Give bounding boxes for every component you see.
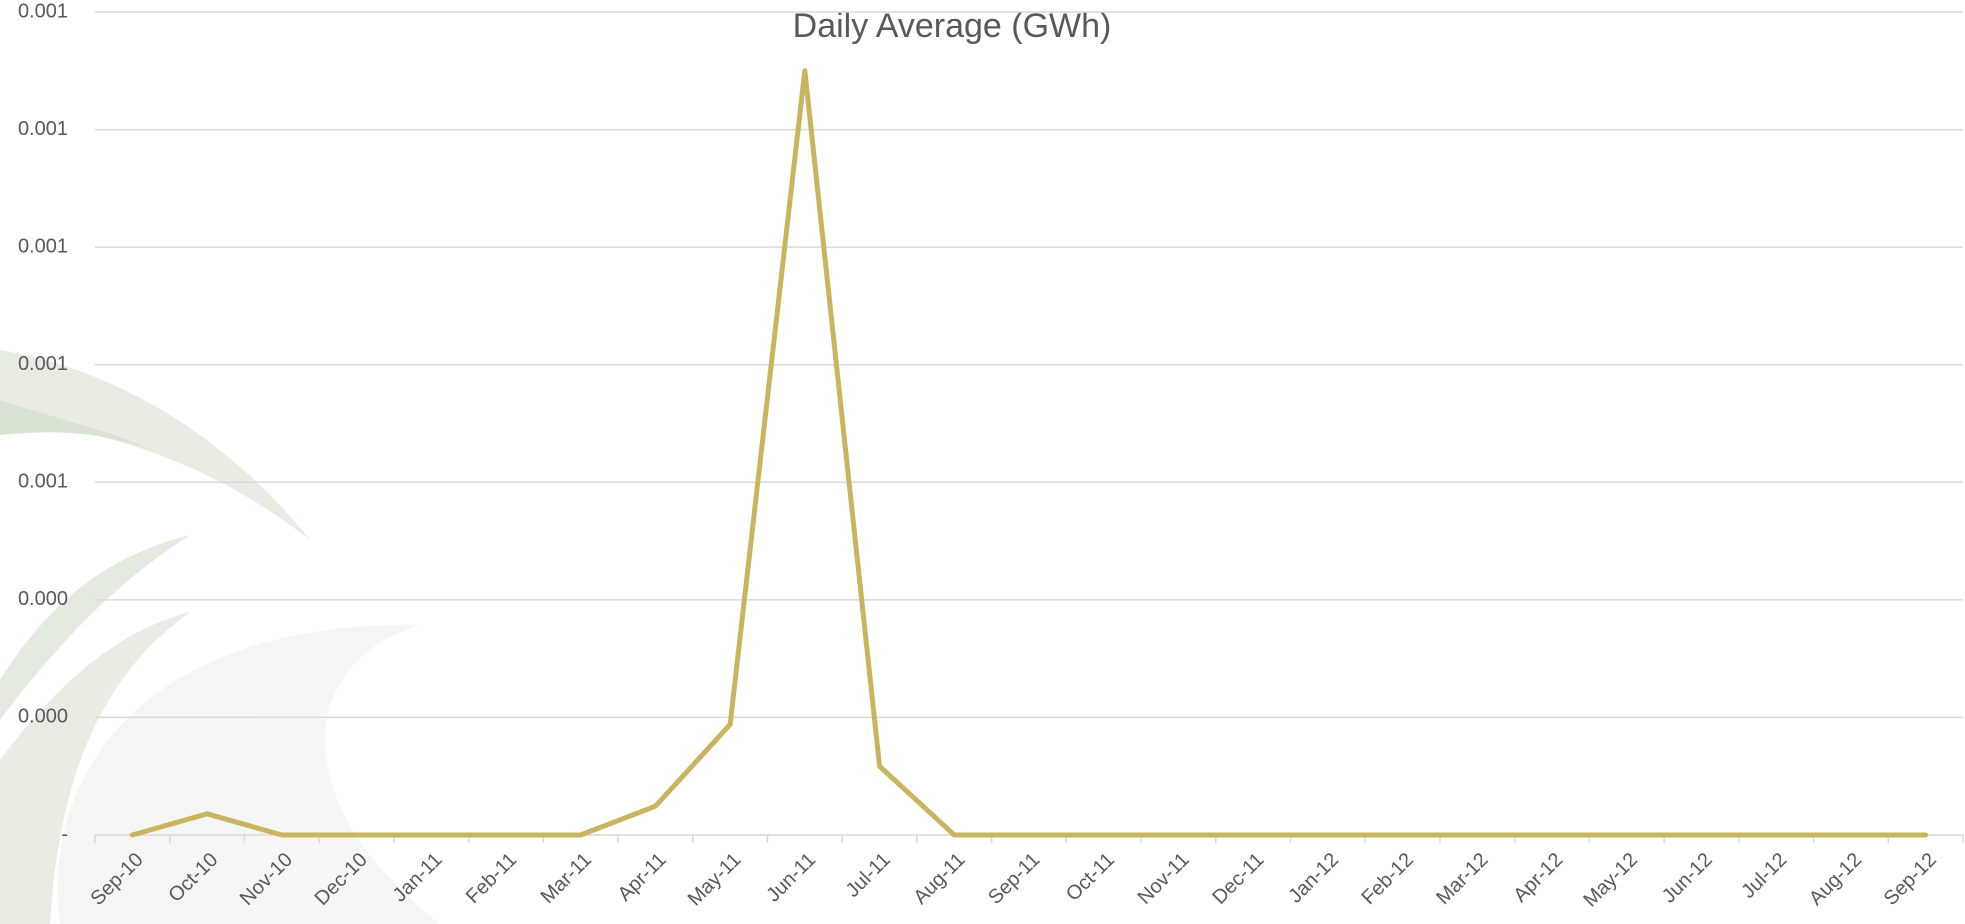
- x-tick-label: Apr-12: [1509, 849, 1567, 907]
- x-tick-label: Oct-11: [1062, 849, 1119, 906]
- y-tick-label: 0.000: [18, 588, 68, 610]
- chart: Daily Average (GWh) -0.0000.0000.0010.00…: [0, 0, 1965, 924]
- x-tick-label: Jan-12: [1284, 849, 1343, 908]
- x-tick-label: Aug-11: [909, 849, 969, 909]
- x-tick-label: Sep-11: [984, 849, 1044, 909]
- x-tick-label: Jun-11: [762, 849, 820, 907]
- x-tick-label: May-12: [1579, 849, 1642, 912]
- x-tick-label: Jul-11: [842, 849, 895, 902]
- x-tick-label: Feb-11: [462, 849, 521, 908]
- y-tick-label: 0.001: [18, 353, 68, 375]
- x-tick-label: Jul-12: [1737, 849, 1791, 903]
- x-tick-label: Sep-12: [1880, 849, 1941, 910]
- x-tick-label: Mar-12: [1432, 849, 1492, 909]
- y-tick-label: 0.000: [18, 706, 68, 728]
- x-tick-label: Feb-12: [1358, 849, 1418, 909]
- x-tick-label: Aug-12: [1805, 849, 1866, 910]
- line-series: [132, 71, 1925, 835]
- x-tick-label: Nov-11: [1134, 849, 1194, 909]
- y-tick-label: 0.001: [18, 471, 68, 493]
- y-tick-label: 0.001: [18, 0, 68, 22]
- x-tick-label: May-11: [684, 849, 746, 911]
- x-tick-label: Jun-12: [1658, 849, 1717, 908]
- y-tick-label: 0.001: [18, 118, 68, 140]
- x-tick-label: Dec-11: [1208, 849, 1268, 909]
- x-tick-label: Mar-11: [537, 849, 596, 908]
- y-tick-label: -: [61, 823, 68, 845]
- y-tick-label: 0.001: [18, 235, 68, 257]
- x-tick-label: Jan-11: [389, 849, 447, 907]
- x-tick-label: Apr-11: [614, 849, 671, 906]
